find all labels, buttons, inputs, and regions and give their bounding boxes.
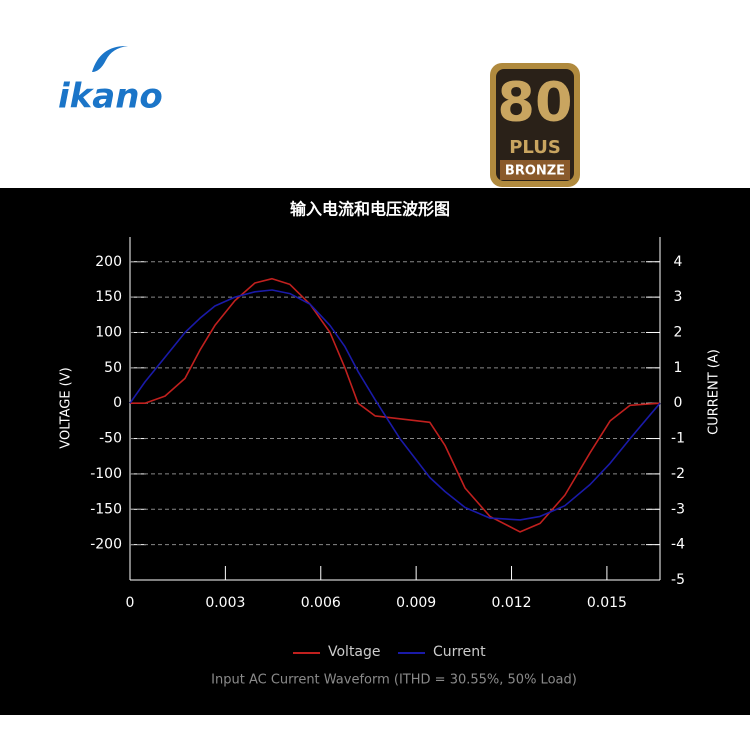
y2-tick-label: -3 (671, 501, 685, 517)
y-tick-label: 50 (104, 360, 122, 376)
y2-axis-label: CURRENT (A) (707, 349, 722, 435)
series-line (129, 289, 661, 521)
logo-swoosh (92, 45, 128, 72)
x-tick-label: 0.006 (301, 595, 341, 611)
logo-dot (118, 48, 126, 56)
y-tick-label: 150 (95, 289, 122, 305)
y2-tick-label: 0 (674, 395, 683, 411)
badge-number: 80 (497, 71, 572, 134)
badge-body (496, 69, 574, 181)
x-tick-label: 0.015 (587, 595, 627, 611)
badge-band (500, 160, 570, 180)
x-tick-label: 0 (126, 595, 135, 611)
y2-tick-label: -1 (671, 431, 685, 447)
y2-tick-label: -5 (671, 572, 685, 588)
badge-plus: PLUS (509, 137, 561, 158)
y2-tick-label: 3 (674, 289, 683, 305)
x-tick-label: 0.009 (396, 595, 436, 611)
y-tick-label: 0 (113, 395, 122, 411)
logo: ikano (58, 77, 163, 117)
y2-tick-label: -2 (671, 466, 685, 482)
y2-tick-label: 2 (674, 324, 683, 340)
y-tick-label: -200 (90, 537, 122, 553)
badge-tier: BRONZE (505, 164, 565, 179)
legend-label: Voltage (328, 644, 381, 660)
y-tick-label: 200 (95, 254, 122, 270)
y2-tick-label: 1 (674, 360, 683, 376)
caption: Input AC Current Waveform (ITHD = 30.55%… (211, 673, 577, 688)
y-tick-label: 100 (95, 324, 122, 340)
x-tick-label: 0.003 (205, 595, 245, 611)
y-axis-label: VOLTAGE (V) (59, 367, 74, 448)
y-tick-label: -150 (90, 501, 122, 517)
y2-tick-label: 4 (674, 254, 683, 270)
series-line (130, 277, 661, 533)
chart-background (0, 188, 750, 715)
y2-tick-label: -4 (671, 537, 685, 553)
y-tick-label: -100 (90, 466, 122, 482)
y-tick-label: -50 (99, 431, 122, 447)
legend-label: Current (433, 644, 486, 660)
chart-title: 输入电流和电压波形图 (290, 200, 450, 219)
x-tick-label: 0.012 (491, 595, 531, 611)
